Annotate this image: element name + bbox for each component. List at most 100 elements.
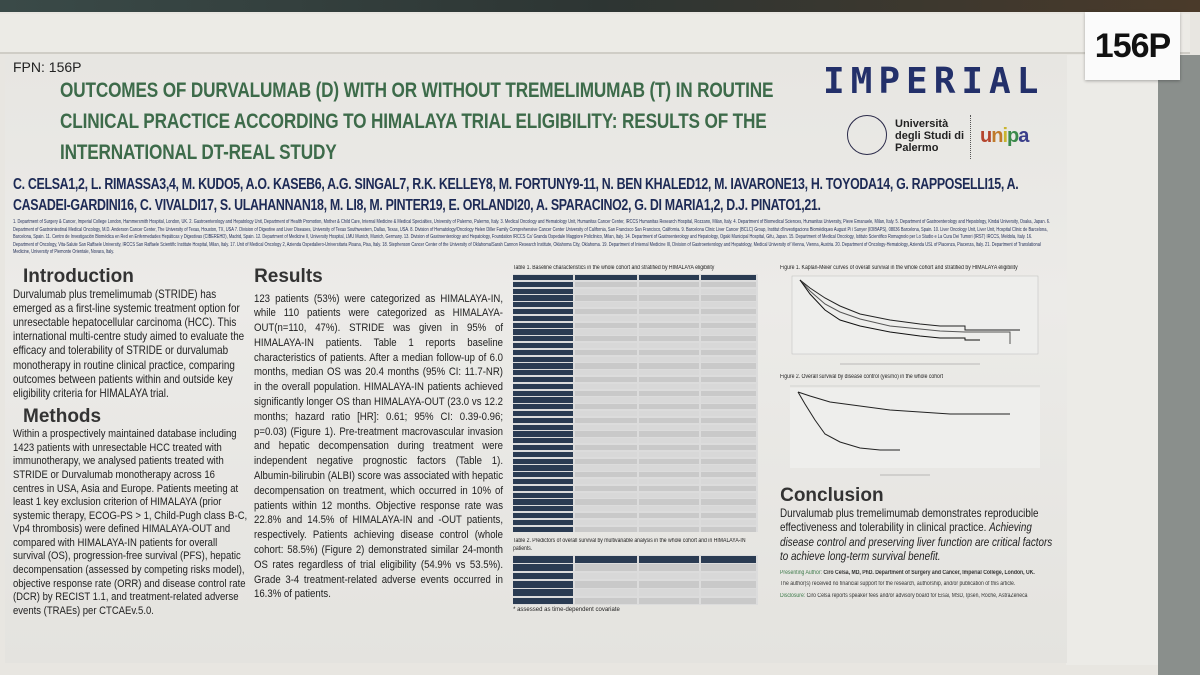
table-cell (639, 458, 700, 464)
table-cell (575, 451, 638, 458)
table-cell (639, 526, 700, 532)
table-cell (639, 417, 700, 424)
table-cell (513, 397, 574, 403)
table-cell (513, 492, 574, 498)
table-cell (575, 458, 638, 464)
table-cell (513, 411, 574, 417)
table-cell (513, 356, 574, 362)
table-cell (575, 465, 638, 471)
table-header-cell (513, 556, 574, 563)
table-cell (701, 445, 757, 451)
table-header-cell (639, 275, 700, 281)
plot-area (791, 275, 1039, 355)
author-list: C. CELSA1,2, L. RIMASSA3,4, M. KUDO5, A.… (13, 176, 1019, 214)
table-cell (513, 281, 574, 288)
table-cell (575, 315, 638, 322)
table-cell (701, 288, 757, 294)
table-cell (513, 309, 574, 315)
table-cell (513, 472, 574, 478)
table-cell (639, 572, 700, 580)
table-cell (701, 431, 757, 437)
table-cell (513, 377, 574, 383)
km-curve-disease-control-yes (797, 391, 1011, 414)
table-cell (575, 322, 638, 328)
table-cell (639, 363, 700, 369)
conclusion-heading: Conclusion (780, 484, 884, 506)
introduction-heading: Introduction (23, 265, 134, 287)
table-cell (575, 404, 638, 410)
table-cell (513, 589, 574, 596)
table-cell (513, 417, 574, 424)
table-cell (639, 336, 700, 342)
table-cell (639, 589, 700, 596)
table-cell (575, 349, 638, 356)
table-cell (513, 390, 574, 396)
table-cell (639, 499, 700, 505)
table-cell (701, 390, 757, 396)
table-cell (513, 370, 574, 376)
table-cell (513, 597, 574, 605)
table-cell (513, 465, 574, 471)
table-cell (575, 472, 638, 478)
table-cell (513, 288, 574, 294)
table-cell (639, 377, 700, 383)
table-cell (639, 513, 700, 519)
table-cell (575, 564, 638, 572)
board-frame-top (0, 14, 1190, 54)
table-cell (639, 309, 700, 315)
table-cell (701, 492, 757, 498)
table-cell (639, 404, 700, 410)
table-cell (575, 397, 638, 403)
table-cell (639, 288, 700, 294)
table-header-cell (701, 556, 757, 563)
figure2-km-plot (780, 384, 1059, 480)
table-cell (575, 519, 638, 526)
table-cell (701, 295, 757, 301)
table-cell (639, 479, 700, 485)
table-cell (701, 564, 757, 572)
table-cell (513, 363, 574, 369)
table-cell (639, 438, 700, 444)
table-cell (513, 445, 574, 451)
table-cell (513, 295, 574, 301)
table-cell (701, 377, 757, 383)
table-cell (701, 322, 757, 328)
table-cell (575, 506, 638, 512)
table-cell (575, 485, 638, 492)
poster: IMPERIAL Università degli Studi di Paler… (5, 55, 1067, 663)
logo-divider (970, 115, 971, 159)
table-cell (513, 479, 574, 485)
table-cell (639, 329, 700, 335)
table-cell (575, 431, 638, 437)
table1-caption: Table 1. Baseline characteristics in the… (513, 264, 715, 271)
table-cell (513, 424, 574, 430)
table-cell (639, 315, 700, 322)
table-cell (701, 572, 757, 580)
table-cell (513, 349, 574, 356)
table-cell (513, 513, 574, 519)
table-cell (575, 438, 638, 444)
table-cell (701, 343, 757, 349)
table-cell (701, 397, 757, 403)
table-cell (701, 302, 757, 308)
table-cell (513, 302, 574, 308)
table-cell (639, 343, 700, 349)
table-cell (701, 349, 757, 356)
table-cell (639, 370, 700, 376)
table-cell (639, 302, 700, 308)
table-cell (575, 417, 638, 424)
table-cell (575, 526, 638, 532)
introduction-text: Durvalumab plus tremelimumab (STRIDE) ha… (13, 287, 245, 400)
table-cell (575, 356, 638, 362)
presenting-author-label: Presenting Author: (780, 569, 824, 576)
table-cell (639, 383, 700, 390)
methods-heading: Methods (23, 406, 102, 428)
table-cell (575, 513, 638, 519)
table-cell (513, 383, 574, 390)
table-cell (701, 424, 757, 430)
affiliations-block: 1. Department of Surgery & Cancer, Imper… (13, 219, 1053, 257)
column-1: Introduction Durvalumab plus tremelimuma… (13, 265, 248, 619)
plot-area (790, 387, 1041, 468)
table-cell (575, 377, 638, 383)
table-cell (575, 295, 638, 301)
